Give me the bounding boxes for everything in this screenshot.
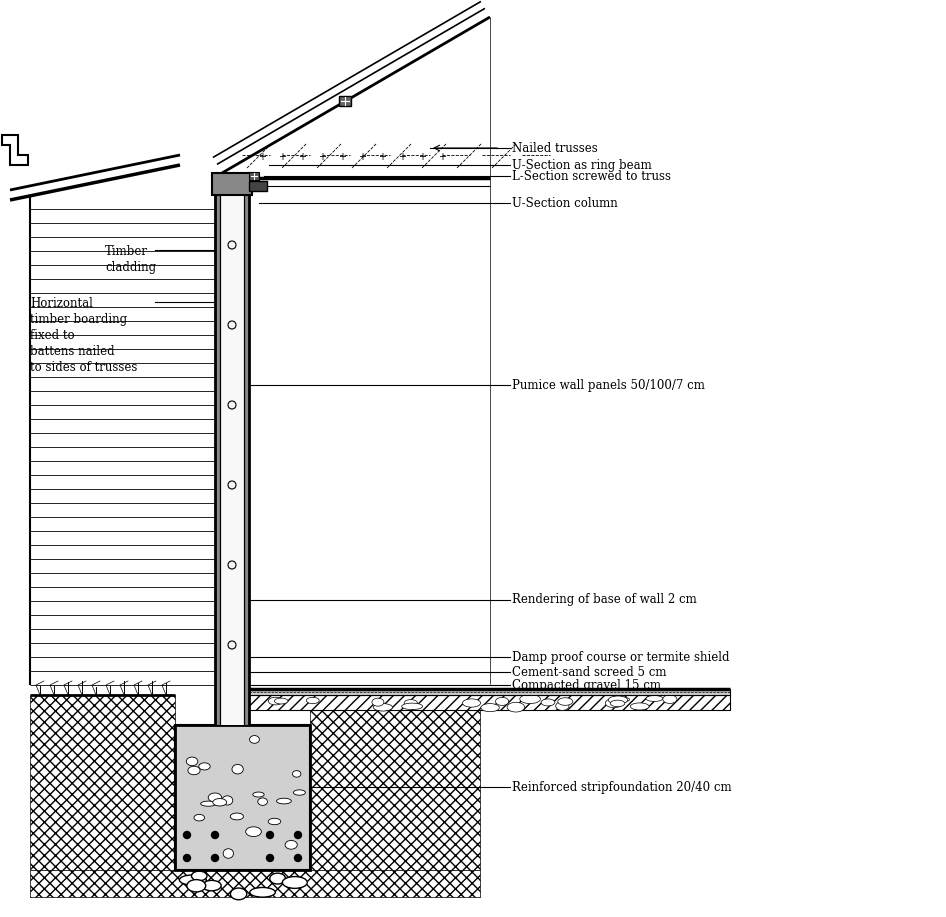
Ellipse shape [194,814,204,821]
Ellipse shape [293,790,306,795]
Bar [339,96,351,106]
Ellipse shape [232,765,243,774]
Ellipse shape [402,703,423,710]
Bar [244,195,249,725]
Circle shape [212,855,219,861]
Text: +: + [318,152,326,162]
Bar [215,195,220,725]
Ellipse shape [222,796,233,805]
Bar [175,725,310,870]
Text: +: + [358,152,366,162]
Ellipse shape [463,699,481,707]
Ellipse shape [608,696,628,704]
Ellipse shape [246,827,261,836]
Ellipse shape [230,813,243,820]
Ellipse shape [507,702,525,712]
Ellipse shape [374,703,393,711]
Ellipse shape [404,700,417,706]
Ellipse shape [274,698,288,704]
Ellipse shape [481,703,499,712]
Ellipse shape [270,873,286,884]
Text: Timber
cladding: Timber cladding [105,245,156,274]
Text: +: + [278,152,286,162]
Ellipse shape [555,702,569,711]
Circle shape [294,832,302,838]
Ellipse shape [250,735,259,744]
Text: +: + [418,152,426,162]
Ellipse shape [213,799,227,806]
Polygon shape [2,135,28,165]
Bar [212,173,252,195]
Circle shape [212,832,219,838]
Polygon shape [310,695,480,870]
Ellipse shape [201,801,216,806]
Text: +: + [438,152,446,162]
Ellipse shape [292,770,301,778]
Text: Damp proof course or termite shield: Damp proof course or termite shield [512,650,729,664]
Ellipse shape [253,792,264,797]
Polygon shape [30,870,480,897]
Text: U-Section column: U-Section column [512,196,618,209]
Bar [249,181,267,191]
Ellipse shape [605,699,622,708]
Text: U-Section as ring beam: U-Section as ring beam [512,159,652,171]
Text: Horizontal
timber boarding
fixed to
battens nailed
to sides of trusses: Horizontal timber boarding fixed to batt… [30,297,137,374]
Ellipse shape [646,696,663,702]
Ellipse shape [663,695,677,703]
Ellipse shape [180,875,206,885]
Text: Cement-sand screed 5 cm: Cement-sand screed 5 cm [512,666,667,679]
Ellipse shape [269,697,283,705]
Ellipse shape [558,698,573,705]
Text: Compacted gravel 15 cm: Compacted gravel 15 cm [512,679,661,691]
Circle shape [184,832,190,838]
Circle shape [267,855,273,861]
Text: Pumice wall panels 50/100/7 cm: Pumice wall panels 50/100/7 cm [512,379,705,392]
Ellipse shape [191,871,207,880]
Ellipse shape [231,888,247,900]
Text: Reinforced stripfoundation 20/40 cm: Reinforced stripfoundation 20/40 cm [512,780,731,793]
Text: +: + [298,152,306,162]
Bar [220,195,244,725]
Ellipse shape [519,694,540,703]
Ellipse shape [276,798,291,804]
Ellipse shape [610,701,625,707]
Ellipse shape [258,798,268,805]
Ellipse shape [610,697,630,702]
Bar [249,172,259,180]
Circle shape [184,855,190,861]
Circle shape [294,855,302,861]
Bar [249,695,730,710]
Ellipse shape [496,698,509,705]
Ellipse shape [188,767,200,775]
Ellipse shape [186,757,198,766]
Ellipse shape [208,793,221,802]
Ellipse shape [202,880,221,890]
Ellipse shape [285,841,297,849]
Ellipse shape [541,699,555,706]
Circle shape [267,832,273,838]
Polygon shape [30,695,175,870]
Text: Nailed trusses: Nailed trusses [512,141,598,154]
Ellipse shape [199,763,210,770]
Text: L-Section screwed to truss: L-Section screwed to truss [512,170,671,182]
Text: +: + [258,152,266,162]
Text: +: + [378,152,386,162]
Text: +: + [398,152,406,162]
Bar [175,725,310,870]
Ellipse shape [372,698,384,706]
Ellipse shape [187,879,205,892]
Ellipse shape [630,703,649,710]
Text: Rendering of base of wall 2 cm: Rendering of base of wall 2 cm [512,593,697,606]
Bar [249,689,730,695]
Ellipse shape [307,697,319,703]
Ellipse shape [268,818,281,824]
Text: +: + [338,152,346,162]
Ellipse shape [223,849,234,858]
Ellipse shape [250,888,275,897]
Ellipse shape [283,877,307,889]
